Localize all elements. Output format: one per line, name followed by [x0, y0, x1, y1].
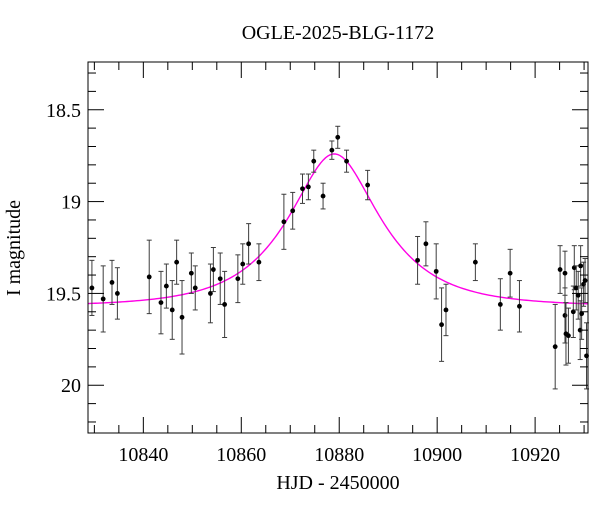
x-tick-label: 10900 [412, 444, 462, 466]
y-tick-label: 18.5 [46, 100, 81, 122]
data-point [423, 241, 429, 247]
data-point [300, 186, 305, 192]
x-tick-labels: 10840 10860 10880 10900 10920 [118, 444, 560, 466]
data-point [320, 193, 326, 199]
data-point [174, 259, 180, 265]
data-point [208, 291, 213, 296]
data-point [158, 300, 164, 305]
data-point [290, 208, 296, 214]
data-point [579, 311, 585, 317]
x-tick-label: 10840 [118, 444, 168, 466]
x-tick-label: 10920 [510, 444, 560, 466]
data-point [146, 274, 152, 280]
data-point [570, 309, 576, 315]
data-point [433, 268, 439, 274]
data-point [188, 270, 194, 276]
data-point [114, 291, 120, 296]
data-point [344, 158, 349, 164]
model-curve-path [87, 153, 588, 305]
data-point [582, 278, 588, 283]
data-point [443, 307, 449, 313]
data-point [100, 296, 106, 302]
x-axis-label: HJD - 2450000 [276, 472, 399, 494]
data-point [575, 292, 581, 298]
data-points [89, 125, 590, 390]
y-axis-label: I magnitude [3, 200, 25, 296]
data-point [305, 184, 311, 190]
data-point [571, 265, 577, 271]
data-point [109, 279, 115, 285]
data-point [311, 158, 317, 164]
data-point [439, 322, 444, 328]
model-curve [87, 153, 588, 305]
y-tick-label: 19.5 [46, 283, 81, 305]
data-point [192, 285, 198, 291]
data-point [335, 134, 341, 140]
plot-border [87, 61, 589, 434]
data-point [163, 283, 169, 289]
y-tick-label: 20 [61, 375, 81, 397]
plot-title: OGLE-2025-BLG-1172 [242, 22, 435, 44]
data-point [472, 259, 478, 265]
data-point [256, 259, 262, 265]
data-point [281, 219, 287, 225]
data-point [562, 313, 568, 318]
data-point [557, 267, 563, 272]
axis-ticks [88, 62, 588, 433]
data-point [566, 333, 571, 339]
data-point [179, 314, 185, 320]
data-point [552, 344, 558, 350]
data-point [415, 257, 420, 263]
y-tick-label: 19 [61, 192, 81, 214]
data-point [507, 270, 513, 276]
data-point [89, 285, 95, 291]
data-point [365, 182, 371, 188]
data-point [169, 307, 175, 313]
data-point [329, 147, 335, 153]
data-point [210, 267, 216, 272]
data-point [578, 263, 584, 269]
data-point [517, 303, 522, 309]
x-tick-label: 10860 [216, 444, 266, 466]
y-tick-labels: 18.5 19 19.5 20 [46, 100, 81, 397]
data-point [222, 302, 228, 307]
data-point [562, 270, 568, 276]
data-point [217, 276, 223, 282]
data-point [235, 276, 241, 282]
data-point [573, 285, 579, 291]
data-point [497, 302, 503, 307]
data-point [240, 261, 246, 267]
data-point [246, 241, 252, 247]
x-tick-label: 10880 [314, 444, 364, 466]
